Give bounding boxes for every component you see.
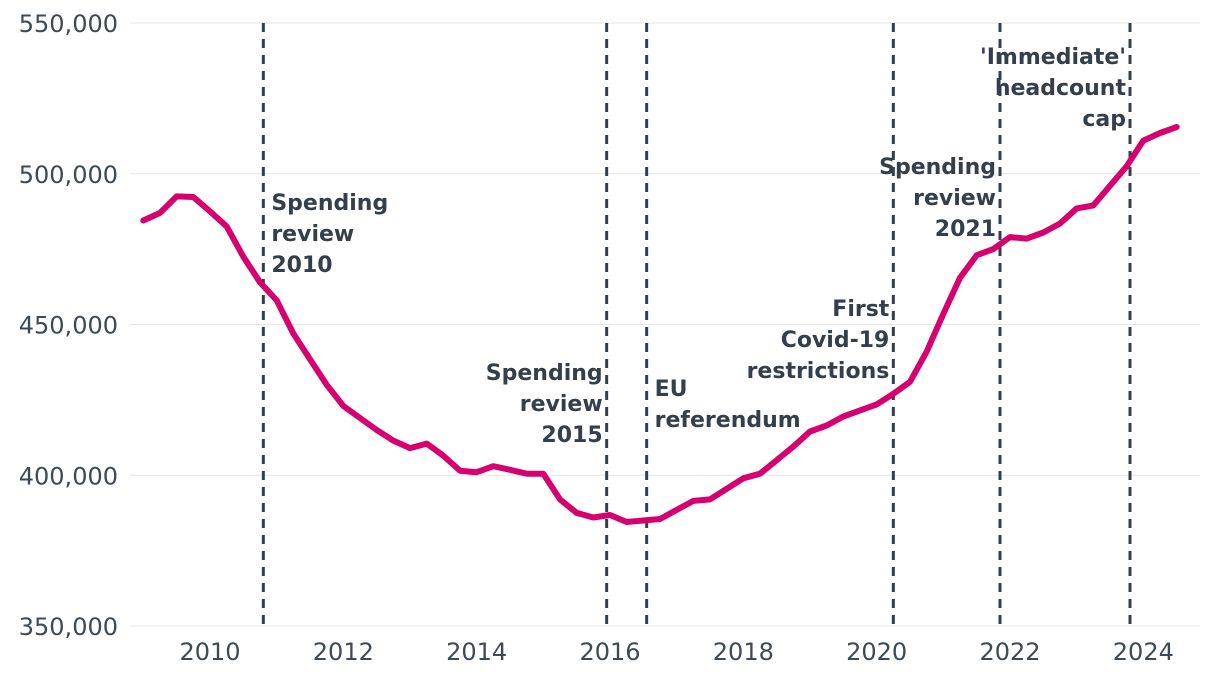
event-label-line: referendum	[655, 408, 801, 433]
y-tick-label: 400,000	[19, 462, 118, 490]
event-label-line: 'Immediate'	[980, 45, 1126, 70]
event-label-5: Spending review 2021	[879, 155, 996, 242]
event-label-line: review	[520, 392, 603, 417]
event-label-line: 2015	[541, 423, 602, 448]
event-label-line: review	[913, 186, 996, 211]
x-axis: 2010 2012 2014 2016 2018 2020 2022 2024	[179, 638, 1173, 666]
y-axis: 350,000 400,000 450,000 500,000 550,000	[19, 10, 118, 641]
x-tick-label: 2016	[579, 638, 640, 666]
event-label-4: First Covid-19 restrictions	[747, 297, 890, 384]
y-gridlines	[130, 22, 1200, 627]
x-tick-label: 2020	[846, 638, 907, 666]
event-label-line: headcount	[995, 76, 1127, 101]
series-group	[140, 124, 1180, 525]
event-label-1: Spending review 2010	[271, 191, 388, 278]
x-tick-label: 2018	[713, 638, 774, 666]
x-tick-label: 2010	[179, 638, 240, 666]
event-label-2: Spending review 2015	[486, 361, 603, 448]
event-annotations: Spending review 2010 Spending review 2015 EU re…	[271, 45, 1126, 448]
event-label-line: EU	[655, 377, 688, 402]
y-tick-label: 350,000	[19, 613, 118, 641]
x-tick-label: 2024	[1113, 638, 1174, 666]
y-tick-label: 550,000	[19, 10, 118, 38]
event-markers	[261, 23, 1132, 626]
event-label-line: 2021	[935, 217, 996, 242]
event-label-line: Spending	[879, 155, 996, 180]
event-label-6: 'Immediate' headcount cap	[980, 45, 1126, 132]
x-tick-label: 2014	[446, 638, 507, 666]
event-label-line: review	[271, 222, 354, 247]
event-label-line: 2010	[271, 253, 332, 278]
y-tick-label: 450,000	[19, 312, 118, 340]
x-tick-label: 2012	[313, 638, 374, 666]
event-label-line: First	[832, 297, 890, 322]
event-label-line: Covid-19	[781, 328, 890, 353]
y-tick-label: 500,000	[19, 161, 118, 189]
event-label-3: EU referendum	[655, 377, 801, 433]
event-label-line: cap	[1082, 107, 1126, 132]
event-label-line: Spending	[271, 191, 388, 216]
x-tick-label: 2022	[979, 638, 1040, 666]
event-label-line: restrictions	[747, 359, 890, 384]
event-label-line: Spending	[486, 361, 603, 386]
